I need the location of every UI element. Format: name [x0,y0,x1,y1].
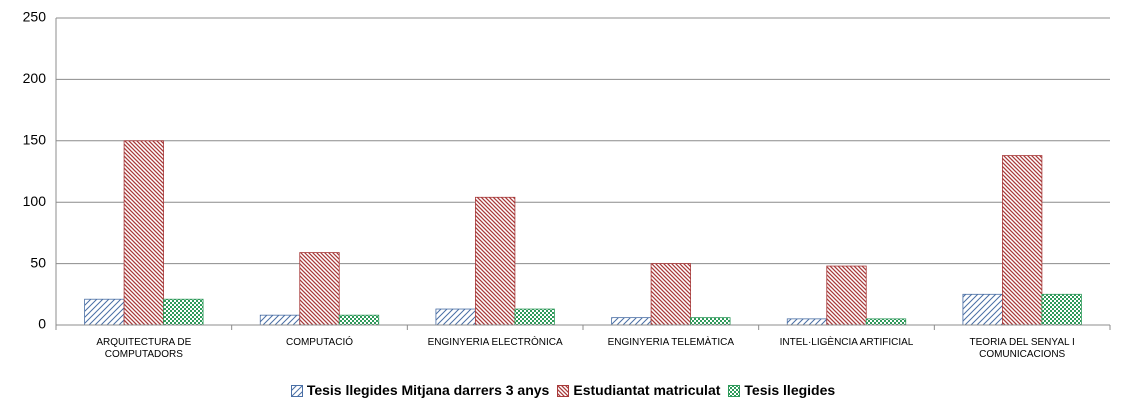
legend: Tesis llegides Mitjana darrers 3 anys Est… [0,382,1126,398]
y-tick-label: 50 [30,254,46,270]
x-tick-label: TEORIA DEL SENYAL I COMUNICACIONS [969,337,1075,360]
bar [962,293,1003,326]
bar [611,317,652,326]
legend-swatch [728,385,741,397]
y-tick-label: 100 [23,193,47,209]
bar [1041,293,1082,326]
y-tick-label: 200 [23,70,47,86]
bar [650,263,691,326]
legend-item: Tesis llegides [728,382,835,398]
bar [475,196,516,326]
legend-label: Estudiantat matriculat [573,382,721,398]
bar [826,265,867,326]
bar [786,318,828,326]
legend-swatch [290,385,303,397]
bar [865,318,907,326]
y-tick-label: 250 [23,9,47,25]
bar [123,140,164,326]
legend-label: Tesis llegides [744,382,836,398]
legend-label: Tesis llegides Mitjana darrers 3 anys [306,382,550,398]
x-tick-label: COMPUTACIÓ [285,337,354,348]
x-tick-label: ENGINYERIA TELEMÀTICA [607,337,735,348]
legend-swatch [557,385,570,397]
bar [514,308,555,326]
bar [163,298,204,326]
bar [435,308,476,326]
legend-item: Tesis llegides Mitjana darrers 3 anys [290,382,550,398]
x-tick-label: ARQUITECTURA DE COMPUTADORS [96,337,192,360]
y-tick-label: 150 [23,132,47,148]
y-tick-label: 0 [38,316,46,332]
bar [338,314,380,326]
bar [299,252,340,326]
x-tick-label: INTEL·LIGÈNCIA ARTIFICIAL [779,337,914,348]
bar [1002,155,1043,326]
x-tick-label: ENGINYERIA ELECTRÒNICA [427,337,563,348]
bar [84,298,125,326]
legend-item: Estudiantat matriculat [557,382,720,398]
bar [690,317,731,326]
bar [259,314,301,326]
